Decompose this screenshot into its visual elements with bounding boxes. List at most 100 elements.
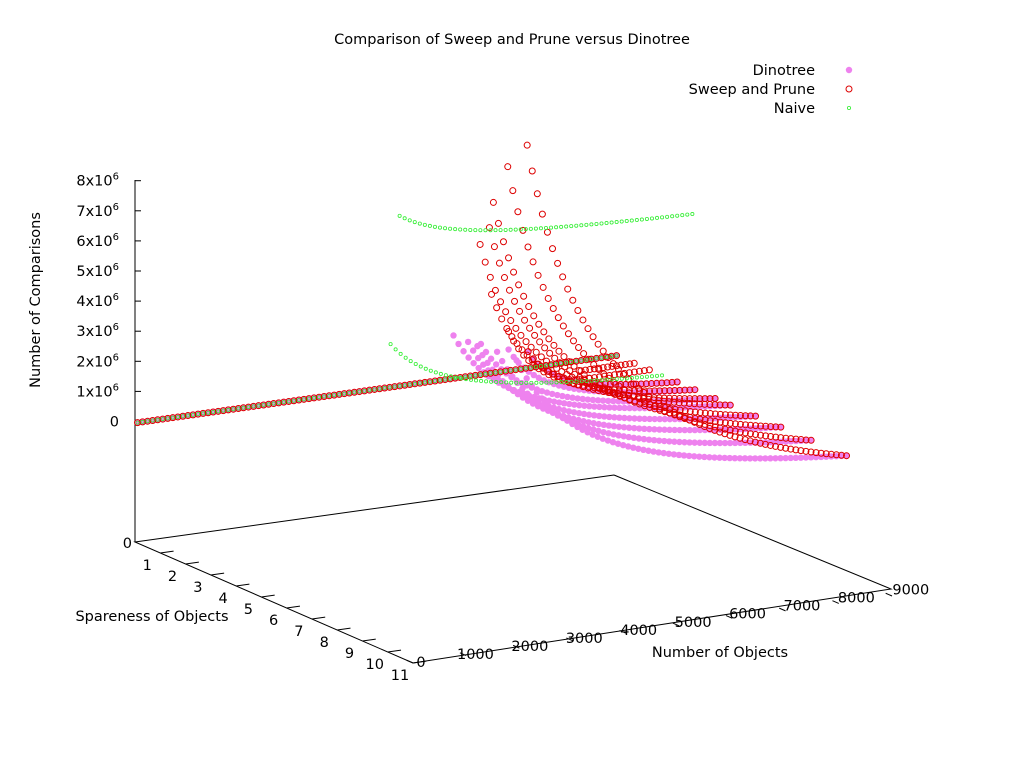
data-point <box>215 408 222 415</box>
data-point <box>726 419 734 427</box>
data-point <box>653 379 661 387</box>
data-point <box>469 377 474 382</box>
data-point <box>402 383 407 388</box>
data-point <box>621 361 629 369</box>
data-point <box>533 364 538 369</box>
data-point <box>505 254 513 262</box>
x-tick-label: 6000 <box>729 607 766 623</box>
x-tick-mark <box>672 622 680 627</box>
data-point <box>502 367 510 375</box>
data-point <box>661 387 669 395</box>
data-point <box>509 387 517 394</box>
data-point <box>604 221 609 226</box>
data-point <box>498 315 506 323</box>
data-point <box>651 426 658 433</box>
data-point <box>721 454 728 462</box>
y-tick-label: 2 <box>168 569 177 585</box>
data-point <box>417 221 422 226</box>
data-point <box>726 401 734 409</box>
data-point <box>574 359 579 364</box>
data-point <box>741 436 749 444</box>
data-point <box>696 439 703 446</box>
data-point <box>365 386 373 394</box>
data-point <box>564 417 571 424</box>
data-point <box>159 415 167 423</box>
data-point <box>772 442 780 450</box>
data-point <box>513 227 518 232</box>
y-tick-mark <box>412 660 427 664</box>
data-point <box>270 400 278 408</box>
data-point <box>665 394 673 402</box>
data-point <box>438 371 443 376</box>
data-point <box>275 399 282 407</box>
data-point <box>265 401 272 408</box>
x-tick-label: 7000 <box>784 599 821 615</box>
data-point <box>412 381 417 386</box>
data-point <box>777 454 784 462</box>
data-point <box>610 378 618 386</box>
x-tick-label: 2000 <box>511 639 548 655</box>
data-point <box>543 400 551 408</box>
data-point <box>537 353 545 361</box>
data-point <box>451 374 459 382</box>
data-point <box>655 437 663 444</box>
data-point <box>467 372 474 380</box>
data-point <box>595 427 602 435</box>
data-point <box>457 374 464 381</box>
data-point <box>391 383 399 391</box>
data-point <box>554 391 561 399</box>
data-point <box>726 439 734 447</box>
data-point <box>427 223 432 228</box>
data-point <box>174 413 182 421</box>
data-point <box>651 415 658 423</box>
data-point <box>463 374 468 379</box>
data-point <box>469 347 477 354</box>
data-point <box>590 361 598 369</box>
data-point <box>641 415 648 423</box>
data-point <box>371 386 378 393</box>
data-point <box>691 439 698 446</box>
data-point <box>676 426 683 434</box>
data-point <box>255 402 262 409</box>
z-axis: 0 1x106 2x106 3x106 4x106 5x106 6x106 7x106 8x10… <box>76 172 141 552</box>
data-point <box>666 415 674 423</box>
data-point <box>593 355 600 362</box>
data-point <box>812 449 820 457</box>
data-point <box>511 297 519 305</box>
data-point <box>797 454 805 461</box>
data-point <box>727 414 734 421</box>
data-point <box>479 378 484 383</box>
data-point <box>529 258 537 266</box>
data-point <box>792 446 800 454</box>
data-point <box>651 387 659 395</box>
x-tick-label: 5000 <box>675 615 712 631</box>
data-point <box>592 354 600 362</box>
data-point <box>514 390 522 398</box>
data-point <box>802 454 810 461</box>
data-point <box>559 413 566 421</box>
data-point <box>722 402 729 409</box>
data-point <box>610 397 617 405</box>
data-point <box>686 395 694 403</box>
data-point <box>644 216 649 221</box>
data-point <box>351 389 358 396</box>
data-point <box>691 386 699 394</box>
data-point <box>322 394 327 399</box>
data-point <box>494 219 502 227</box>
data-point <box>519 394 527 401</box>
data-point <box>516 307 524 315</box>
data-point <box>731 454 739 462</box>
data-point <box>594 433 601 440</box>
data-point <box>629 375 634 380</box>
data-point <box>475 364 482 372</box>
data-point <box>169 414 177 422</box>
y-tick-mark <box>362 638 376 642</box>
data-point <box>589 222 594 227</box>
data-point <box>285 397 293 405</box>
data-point <box>594 356 599 361</box>
data-point <box>579 395 586 403</box>
data-point <box>386 384 393 391</box>
data-point <box>620 424 628 431</box>
data-point <box>219 407 227 415</box>
